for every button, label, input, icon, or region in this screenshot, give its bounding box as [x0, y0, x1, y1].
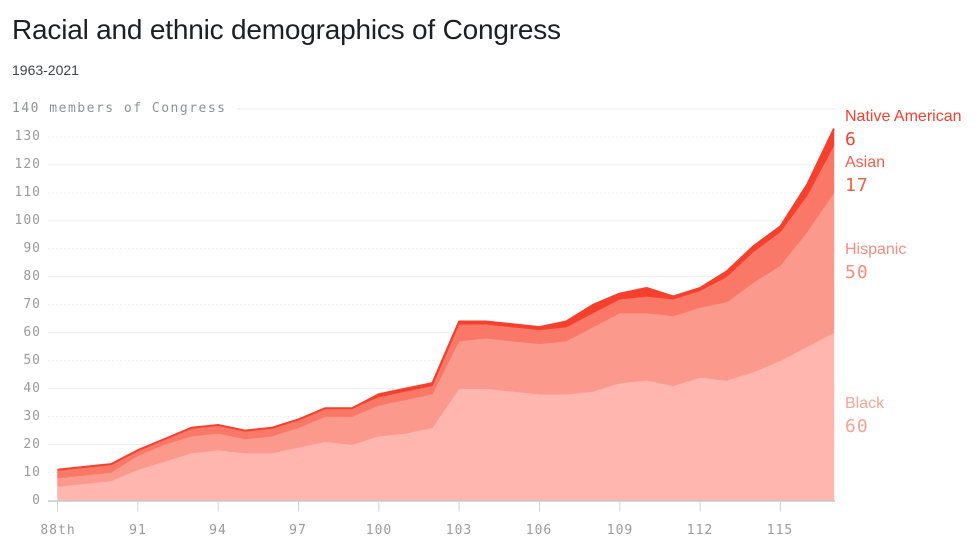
y-tick-label: 0: [32, 493, 41, 508]
legend-label: Native American: [845, 108, 962, 125]
x-tick-label: 109: [606, 523, 634, 538]
y-tick-label: 110: [14, 185, 41, 200]
x-tick-label: 106: [525, 523, 553, 538]
y-tick-label: 80: [23, 269, 41, 284]
x-tick-label: 112: [686, 523, 714, 538]
legend-label: Hispanic: [845, 241, 907, 258]
legend-item-native-american: Native American 6: [845, 107, 962, 152]
x-tick-label: 94: [209, 523, 227, 538]
legend-item-hispanic: Hispanic 50: [845, 240, 906, 285]
y-tick-label: 20: [23, 437, 41, 452]
y-tick-label: 10: [23, 465, 41, 480]
y-tick-label: 100: [14, 213, 41, 228]
x-tick-label: 91: [129, 523, 147, 538]
legend-item-black: Black 60: [845, 394, 884, 439]
legend-label: Black: [845, 395, 885, 412]
legend-value: 6: [845, 129, 857, 150]
y-tick-label: 40: [23, 381, 41, 396]
legend-item-asian: Asian 17: [845, 153, 885, 198]
chart-title: Racial and ethnic demographics of Congre…: [12, 14, 561, 45]
y-tick-label: 120: [14, 157, 41, 172]
total-top-edge-line: [57, 128, 835, 471]
chart-subtitle: 1963-2021: [12, 62, 79, 78]
y-tick-label: 70: [23, 297, 41, 312]
y-tick-label: 130: [14, 129, 41, 144]
legend-label: Asian: [845, 154, 886, 171]
x-tick-label: 97: [289, 523, 307, 538]
legend-value: 50: [845, 262, 869, 283]
y-tick-label: 60: [23, 325, 41, 340]
x-tick-label: 88th: [40, 523, 76, 538]
y-tick-label: 30: [23, 409, 41, 424]
x-tick-label: 103: [445, 523, 473, 538]
y-tick-label: 90: [23, 241, 41, 256]
x-tick-label: 115: [766, 523, 794, 538]
axis-unit-label: 140 members of Congress: [12, 101, 227, 116]
legend-value: 17: [845, 175, 869, 196]
x-tick-label: 100: [365, 523, 393, 538]
y-tick-label: 50: [23, 353, 41, 368]
legend-value: 60: [845, 416, 869, 437]
